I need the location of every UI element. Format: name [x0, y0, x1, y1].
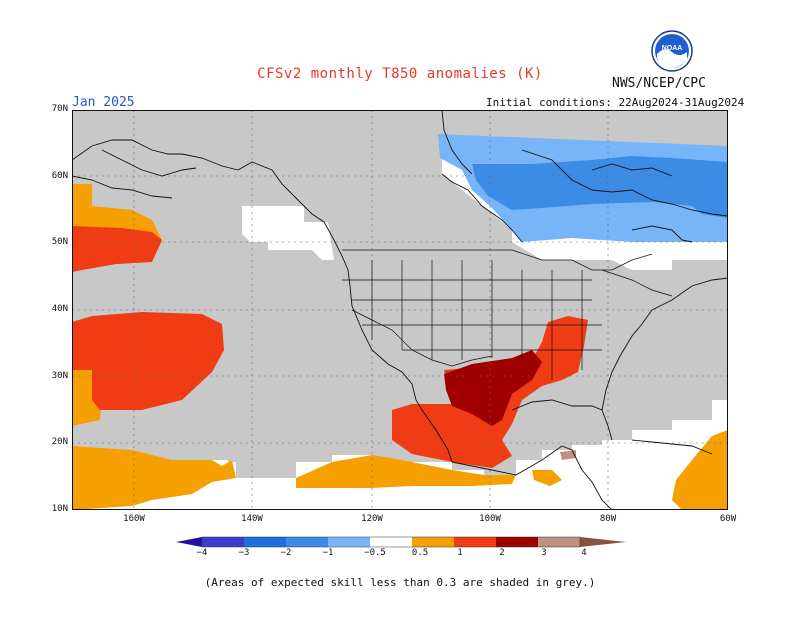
lon-label-160w: 160W [123, 514, 145, 524]
political-borders [342, 249, 673, 380]
colorbar-label-1: 1 [457, 548, 463, 558]
warm-anomaly-orange-cuba [532, 470, 562, 486]
org-label: NWS/NCEP/CPC [612, 76, 706, 91]
lat-label-50n: 50N [51, 237, 68, 247]
colorbar-arrow-left [176, 537, 202, 547]
coastlines [72, 110, 728, 510]
colorbar-label-3: 3 [541, 548, 547, 558]
map-frame [72, 110, 728, 510]
colorbar-label-m1: −1 [322, 548, 334, 558]
colorbar-label-05: 0.5 [411, 548, 429, 558]
colorbar-bin-05-1 [412, 537, 454, 547]
colorbar-bin-neutral [370, 537, 412, 547]
noaa-logo: NOAA [651, 30, 693, 72]
lon-label-60w: 60W [719, 514, 737, 524]
lat-label-10n: 10N [51, 504, 68, 514]
colorbar-label-m2: −2 [280, 548, 292, 558]
warm-anomaly-orange-baja [296, 455, 516, 488]
lon-label-140w: 140W [241, 514, 263, 524]
warm-anomaly-orange-atlantic [672, 430, 728, 510]
colorbar-bin-m4-m3 [202, 537, 244, 547]
colorbar-label-m4: −4 [196, 548, 208, 558]
colorbar-label-m3: −3 [238, 548, 250, 558]
warm-anomaly-red-nw [72, 226, 162, 272]
lat-label-20n: 20N [51, 437, 68, 447]
colorbar-bin-3-4 [538, 537, 580, 547]
colorbar-bin-m3-m2 [244, 537, 286, 547]
lat-label-30n: 30N [51, 371, 68, 381]
colorbar-bin-m1-m05 [328, 537, 370, 547]
colorbar-bin-m2-m1 [286, 537, 328, 547]
near-normal-east [512, 242, 728, 270]
forecast-month: Jan 2025 [72, 95, 135, 110]
colorbar [176, 536, 626, 548]
lon-label-100w: 100W [479, 514, 501, 524]
colorbar-label-m05: −0.5 [364, 548, 386, 558]
warm-anomaly-brown-caribbean [560, 450, 576, 460]
lon-label-80w: 80W [599, 514, 617, 524]
initial-conditions: Initial conditions: 22Aug2024-31Aug2024 [486, 96, 745, 109]
skill-footnote: (Areas of expected skill less than 0.3 a… [204, 576, 596, 589]
lat-label-40n: 40N [51, 304, 68, 314]
map-grid [72, 110, 728, 510]
warm-anomaly-darkred-texas [444, 350, 542, 426]
near-normal-pacific [242, 206, 334, 260]
colorbar-label-4: 4 [581, 548, 587, 558]
colorbar-outline [201, 536, 581, 548]
low-skill-area [72, 110, 728, 478]
anomaly-map [72, 110, 728, 510]
colorbar-arrow-right [580, 537, 626, 547]
chart-title: CFSv2 monthly T850 anomalies (K) [257, 66, 543, 82]
colorbar-bin-2-3 [496, 537, 538, 547]
colorbar-label-2: 2 [499, 548, 505, 558]
warm-anomaly-red-pacific [72, 312, 224, 410]
lon-label-120w: 120W [361, 514, 383, 524]
warm-anomaly-orange-south [72, 446, 236, 510]
lat-label-70n: 70N [51, 104, 68, 114]
logo-text: NOAA [662, 45, 683, 52]
colorbar-bin-1-2 [454, 537, 496, 547]
lat-label-60n: 60N [51, 171, 68, 181]
